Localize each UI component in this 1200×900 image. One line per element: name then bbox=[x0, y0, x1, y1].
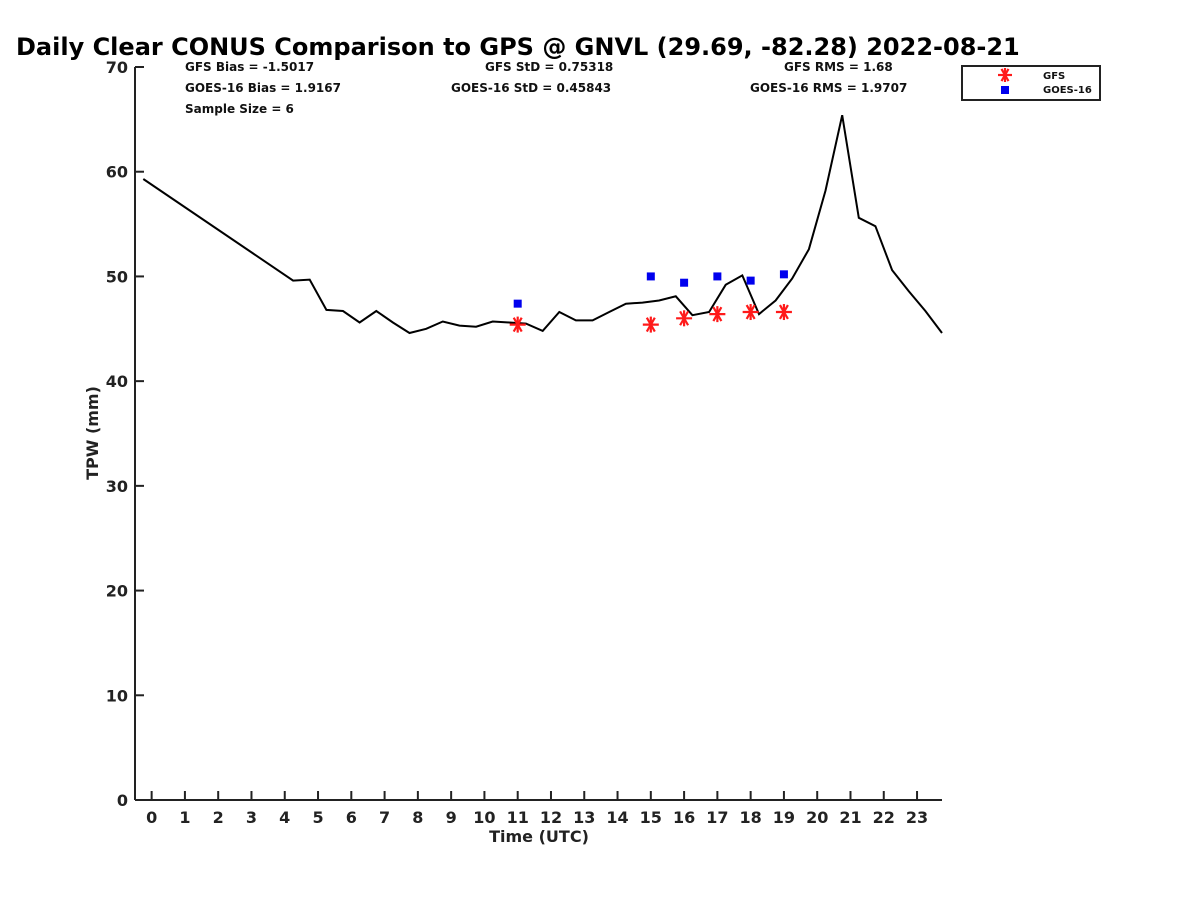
y-axis-label: TPW (mm) bbox=[83, 386, 102, 480]
legend-gfs-asterisk-icon bbox=[998, 68, 1012, 82]
x-tick-label: 15 bbox=[640, 808, 662, 827]
x-tick-label: 4 bbox=[279, 808, 290, 827]
y-tick-label: 50 bbox=[106, 267, 128, 286]
goes-point bbox=[746, 276, 755, 285]
chart-title: Daily Clear CONUS Comparison to GPS @ GN… bbox=[16, 33, 1020, 61]
goes-std-text: GOES-16 StD = 0.45843 bbox=[451, 81, 611, 95]
x-tick-label: 5 bbox=[312, 808, 323, 827]
x-tick-label: 16 bbox=[673, 808, 695, 827]
x-tick-label: 23 bbox=[906, 808, 928, 827]
gfs-std-text: GFS StD = 0.75318 bbox=[485, 60, 613, 74]
x-tick-label: 14 bbox=[606, 808, 628, 827]
y-tick-label: 30 bbox=[106, 477, 128, 496]
goes-bias-text: GOES-16 Bias = 1.9167 bbox=[185, 81, 341, 95]
x-axis-label: Time (UTC) bbox=[489, 827, 589, 846]
x-ticks: 0 1 2 3 4 5 6 7 8 9 10 11 12 13 14 15 16 17 18 19 20 21 22 23 bbox=[146, 791, 928, 827]
x-tick-label: 8 bbox=[412, 808, 423, 827]
y-ticks: 0 10 20 30 40 50 60 70 bbox=[106, 58, 144, 810]
x-tick-label: 0 bbox=[146, 808, 157, 827]
sample-size-text: Sample Size = 6 bbox=[185, 102, 294, 116]
gfs-point bbox=[709, 306, 726, 323]
goes-point bbox=[513, 299, 522, 308]
goes-rms-text: GOES-16 RMS = 1.9707 bbox=[750, 81, 907, 95]
x-tick-label: 13 bbox=[573, 808, 595, 827]
x-tick-label: 10 bbox=[473, 808, 495, 827]
x-tick-label: 17 bbox=[706, 808, 728, 827]
stats-annotations: GFS Bias = -1.5017 GOES-16 Bias = 1.9167… bbox=[185, 60, 907, 116]
y-tick-label: 0 bbox=[117, 791, 128, 810]
x-tick-label: 21 bbox=[839, 808, 861, 827]
legend-goes-label: GOES-16 bbox=[1043, 85, 1092, 96]
x-tick-label: 18 bbox=[740, 808, 762, 827]
gfs-point bbox=[775, 304, 792, 321]
gfs-point bbox=[642, 316, 659, 333]
goes-point bbox=[680, 278, 689, 287]
gfs-point bbox=[676, 310, 693, 327]
y-tick-label: 60 bbox=[106, 163, 128, 182]
goes-point bbox=[646, 272, 655, 281]
series-layer bbox=[142, 114, 943, 335]
x-tick-label: 19 bbox=[773, 808, 795, 827]
gfs-bias-text: GFS Bias = -1.5017 bbox=[185, 60, 314, 74]
x-tick-label: 2 bbox=[213, 808, 224, 827]
y-tick-label: 10 bbox=[106, 686, 128, 705]
x-tick-label: 3 bbox=[246, 808, 257, 827]
goes-point bbox=[713, 272, 722, 281]
x-tick-label: 7 bbox=[379, 808, 390, 827]
goes-point bbox=[779, 270, 788, 279]
x-tick-label: 22 bbox=[873, 808, 895, 827]
gps-tpw-line bbox=[142, 114, 943, 335]
legend: GFS GOES-16 bbox=[961, 65, 1101, 101]
x-tick-label: 12 bbox=[540, 808, 562, 827]
x-tick-label: 20 bbox=[806, 808, 828, 827]
gfs-rms-text: GFS RMS = 1.68 bbox=[784, 60, 893, 74]
y-tick-label: 40 bbox=[106, 372, 128, 391]
x-tick-label: 9 bbox=[446, 808, 457, 827]
legend-box bbox=[961, 65, 1101, 101]
legend-gfs-marker-icon bbox=[998, 68, 1012, 82]
gfs-point bbox=[742, 304, 759, 321]
x-tick-label: 6 bbox=[346, 808, 357, 827]
x-tick-label: 11 bbox=[507, 808, 529, 827]
legend-gfs-label: GFS bbox=[1043, 71, 1065, 82]
x-tick-label: 1 bbox=[179, 808, 190, 827]
y-tick-label: 20 bbox=[106, 582, 128, 601]
y-tick-label: 70 bbox=[106, 58, 128, 77]
gfs-point bbox=[509, 316, 526, 333]
legend-goes-marker-icon bbox=[1001, 86, 1009, 94]
